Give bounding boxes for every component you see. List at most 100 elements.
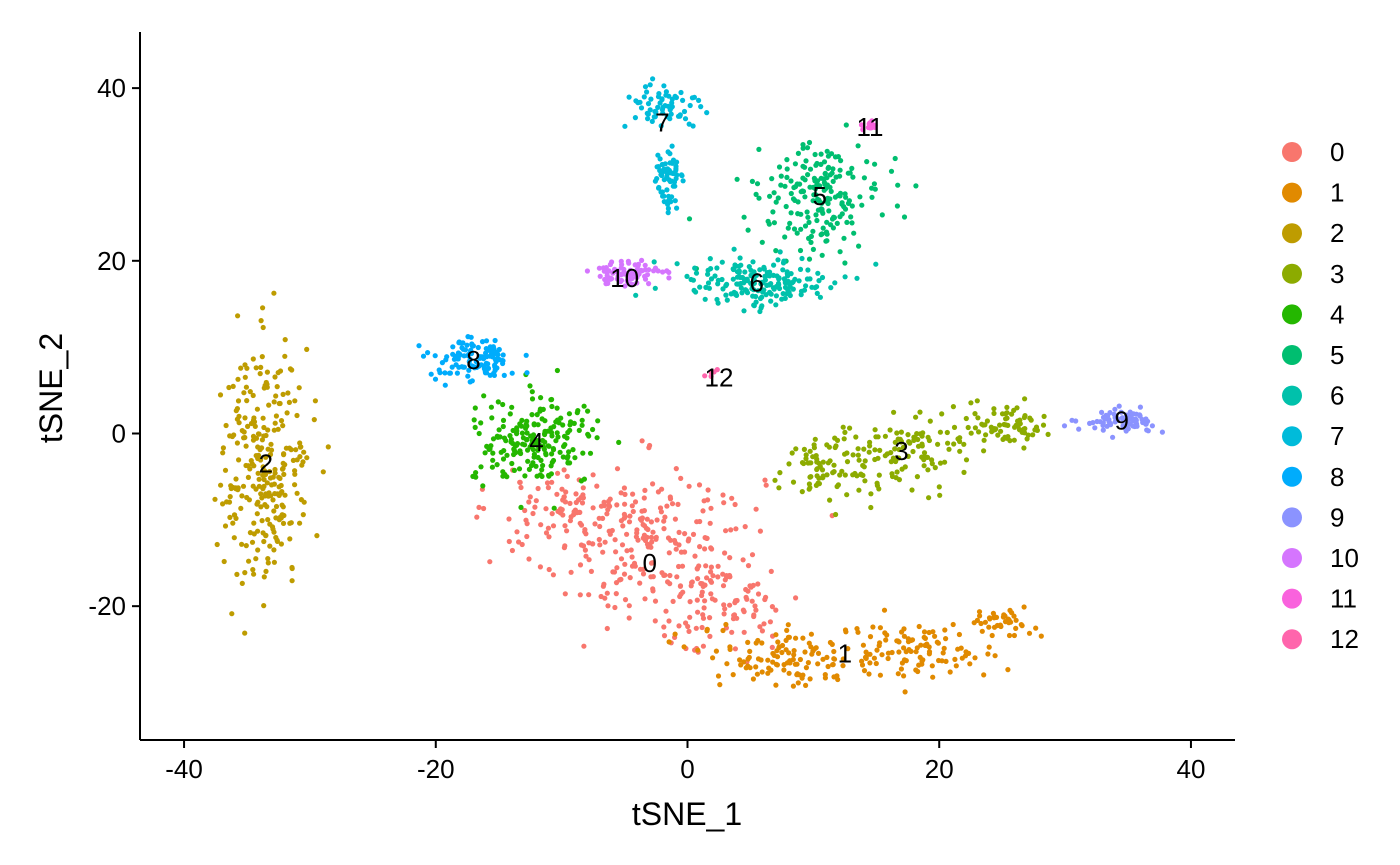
point-cluster-2 — [250, 356, 256, 362]
point-cluster-0 — [744, 596, 750, 602]
point-cluster-0 — [722, 550, 728, 556]
point-cluster-0 — [618, 518, 625, 524]
point-cluster-5 — [818, 175, 824, 181]
point-cluster-0 — [596, 515, 602, 521]
legend-label: 0 — [1330, 137, 1344, 167]
point-cluster-3 — [936, 484, 942, 490]
point-cluster-6 — [736, 263, 742, 269]
point-cluster-0 — [546, 534, 552, 540]
point-cluster-2 — [269, 482, 275, 488]
point-cluster-2 — [300, 459, 306, 465]
point-cluster-7 — [665, 210, 671, 216]
point-cluster-2 — [252, 423, 258, 429]
legend-label: 8 — [1330, 462, 1344, 492]
point-cluster-4 — [509, 404, 515, 410]
legend-label: 5 — [1330, 340, 1344, 370]
point-cluster-5 — [810, 246, 817, 252]
point-cluster-10 — [597, 273, 603, 279]
legend-swatch — [1282, 466, 1302, 487]
point-cluster-3 — [876, 486, 882, 492]
point-cluster-5 — [857, 194, 863, 200]
point-cluster-6 — [697, 284, 703, 290]
point-cluster-12 — [702, 373, 708, 379]
point-cluster-5 — [842, 206, 849, 212]
point-cluster-6 — [805, 267, 811, 273]
point-cluster-1 — [940, 650, 946, 656]
point-cluster-7 — [669, 178, 675, 184]
point-cluster-0 — [631, 560, 638, 567]
point-cluster-2 — [241, 390, 247, 396]
legend-item-12: 12 — [1282, 624, 1359, 654]
point-cluster-7 — [667, 151, 673, 157]
point-cluster-1 — [867, 660, 873, 666]
point-cluster-0 — [773, 607, 779, 613]
point-cluster-0 — [650, 481, 656, 487]
legend-swatch — [1282, 142, 1302, 162]
legend-swatch — [1282, 263, 1302, 284]
point-cluster-0 — [549, 510, 555, 517]
point-cluster-1 — [889, 649, 895, 656]
point-cluster-3 — [942, 459, 948, 465]
point-cluster-2 — [243, 384, 249, 390]
point-cluster-4 — [531, 454, 537, 460]
point-cluster-3 — [1025, 432, 1031, 438]
point-cluster-2 — [297, 520, 303, 526]
point-cluster-2 — [276, 474, 282, 480]
point-cluster-4 — [540, 437, 546, 444]
point-cluster-1 — [704, 628, 710, 634]
point-cluster-4 — [519, 417, 525, 423]
point-cluster-0 — [622, 597, 629, 603]
legend-swatch — [1282, 507, 1302, 528]
point-cluster-7 — [662, 103, 668, 109]
point-cluster-2 — [242, 374, 248, 380]
point-cluster-3 — [868, 504, 874, 511]
point-cluster-3 — [981, 437, 987, 443]
point-cluster-2 — [242, 362, 248, 368]
point-cluster-0 — [689, 580, 695, 586]
point-cluster-4 — [567, 422, 573, 428]
point-cluster-7 — [651, 114, 657, 120]
point-cluster-6 — [691, 287, 697, 293]
point-cluster-1 — [979, 628, 985, 634]
point-cluster-0 — [759, 628, 766, 634]
point-cluster-2 — [238, 505, 244, 511]
point-cluster-9 — [1137, 413, 1143, 419]
point-cluster-0 — [618, 490, 624, 496]
point-cluster-0 — [702, 582, 708, 588]
point-cluster-6 — [651, 259, 657, 265]
point-cluster-6 — [761, 287, 767, 293]
point-cluster-3 — [968, 430, 974, 436]
point-cluster-0 — [715, 563, 721, 569]
point-cluster-1 — [1001, 612, 1007, 618]
y-axis-ticks: -20 0 20 40 — [88, 73, 140, 621]
point-cluster-0 — [721, 500, 727, 506]
point-cluster-2 — [244, 494, 250, 501]
cluster-label-1: 1 — [838, 639, 852, 669]
point-cluster-3 — [946, 446, 952, 452]
x-tick-label: 40 — [1176, 754, 1205, 784]
point-cluster-1 — [990, 610, 997, 616]
point-cluster-1 — [672, 631, 678, 637]
point-cluster-0 — [699, 624, 705, 631]
point-cluster-8 — [464, 342, 470, 348]
point-cluster-2 — [221, 558, 227, 565]
point-cluster-5 — [837, 214, 843, 220]
point-cluster-5 — [790, 196, 797, 202]
point-cluster-0 — [692, 553, 698, 559]
point-cluster-0 — [740, 557, 746, 563]
point-cluster-0 — [673, 546, 679, 552]
point-cluster-1 — [759, 640, 765, 646]
point-cluster-8 — [453, 362, 459, 368]
point-cluster-2 — [239, 541, 245, 547]
cluster-2-points — [212, 290, 331, 636]
point-cluster-5 — [841, 235, 847, 241]
point-cluster-2 — [277, 514, 284, 520]
legend-label: 11 — [1330, 584, 1357, 614]
point-cluster-3 — [882, 433, 889, 439]
point-cluster-0 — [582, 547, 589, 553]
point-cluster-9 — [1092, 425, 1098, 431]
point-cluster-3 — [894, 469, 900, 475]
point-cluster-4 — [517, 448, 523, 454]
point-cluster-6 — [736, 268, 742, 274]
point-cluster-1 — [993, 614, 1000, 621]
